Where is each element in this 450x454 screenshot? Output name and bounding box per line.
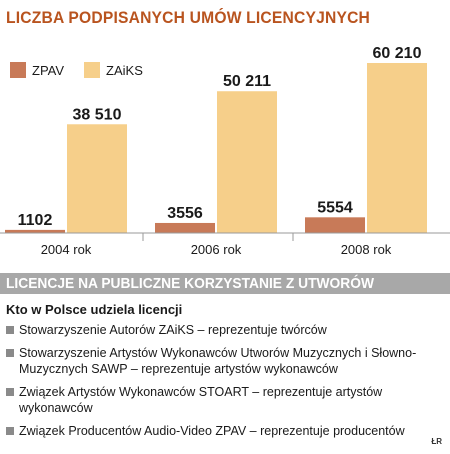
data-label-zpav-0: 1102 — [18, 212, 53, 229]
section-header: LICENCJE NA PUBLICZNE KORZYSTANIE Z UTWO… — [0, 273, 450, 294]
square-bullet-icon — [6, 326, 14, 334]
bar-zpav-2 — [305, 217, 365, 233]
bar-zpav-1 — [155, 222, 215, 233]
square-bullet-icon — [6, 388, 14, 396]
data-label-zpav-1: 3556 — [167, 205, 203, 222]
legend-swatch-zpav — [10, 62, 26, 78]
square-bullet-icon — [6, 427, 14, 435]
list-item-text: Stowarzyszenie Autorów ZAiKS – reprezent… — [19, 323, 327, 337]
list-item-text: Związek Artystów Wykonawców STOART – rep… — [19, 385, 383, 415]
bar-zaiks-0 — [67, 124, 127, 233]
category-label-0: 2004 rok — [41, 242, 92, 257]
category-label-2: 2008 rok — [341, 242, 392, 257]
author-credit: ŁR — [431, 437, 442, 446]
section-header-text: LICENCJE NA PUBLICZNE KORZYSTANIE Z UTWO… — [6, 275, 374, 292]
bar-zpav-0 — [5, 229, 65, 233]
data-label-zaiks-1: 50 211 — [223, 73, 271, 90]
data-label-zpav-2: 5554 — [317, 199, 353, 216]
licensing-orgs-list: Stowarzyszenie Autorów ZAiKS – reprezent… — [6, 322, 438, 446]
section-subheading: Kto w Polsce udziela licencji — [6, 302, 183, 317]
list-item: Związek Producentów Audio-Video ZPAV – r… — [6, 423, 438, 439]
category-label-1: 2006 rok — [191, 242, 242, 257]
list-item-text: Stowarzyszenie Artystów Wykonawców Utwor… — [19, 346, 417, 376]
data-label-zaiks-2: 60 210 — [373, 45, 422, 62]
legend-label-zaiks: ZAiKS — [106, 62, 143, 78]
list-item-text: Związek Producentów Audio-Video ZPAV – r… — [19, 424, 405, 438]
bar-zaiks-2 — [367, 63, 427, 233]
legend-item-zpav: ZPAV — [10, 62, 64, 78]
bar-chart: 1102 38 510 2004 rok 3556 50 211 2006 rok 5554… — [0, 45, 450, 257]
data-label-zaiks-0: 38 510 — [73, 106, 122, 123]
bar-zaiks-1 — [217, 91, 277, 233]
list-item: Stowarzyszenie Autorów ZAiKS – reprezent… — [6, 322, 438, 338]
legend-label-zpav: ZPAV — [32, 62, 65, 78]
list-item: Stowarzyszenie Artystów Wykonawców Utwor… — [6, 345, 438, 377]
chart-title: LICZBA PODPISANYCH UMÓW LICENCYJNYCH — [6, 8, 371, 27]
legend-swatch-zaiks — [84, 62, 101, 78]
square-bullet-icon — [6, 349, 14, 357]
list-item: Związek Artystów Wykonawców STOART – rep… — [6, 384, 438, 416]
legend-item-zaiks: ZAiKS — [84, 62, 143, 78]
legend: ZPAV ZAiKS — [10, 62, 163, 78]
